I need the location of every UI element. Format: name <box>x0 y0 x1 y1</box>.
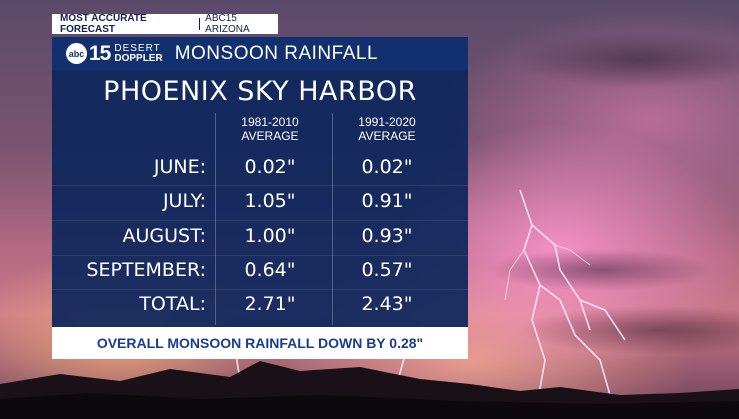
logo-number: 15 <box>89 41 111 65</box>
logo-text: DESERT DOPPLER <box>114 42 163 64</box>
value-1991-2020: 0.02" <box>361 156 413 178</box>
row-label: SEPTEMBER: <box>86 259 206 281</box>
column-divider <box>215 113 216 325</box>
table-row-july: JULY: 1.05" 0.91" <box>52 190 468 220</box>
column-header-line-1: 1991-2020 <box>358 115 416 129</box>
row-separator <box>52 220 468 221</box>
top-banner-tagline: MOST ACCURATE FORECAST <box>60 13 147 35</box>
column-divider <box>332 113 333 325</box>
row-label: TOTAL: <box>139 293 206 315</box>
value-1981-2010: 0.02" <box>244 156 296 178</box>
table-row-august: AUGUST: 1.00" 0.93" <box>52 225 468 255</box>
row-separator <box>52 289 468 290</box>
header-title: MONSOON RAINFALL <box>174 42 379 64</box>
panel-header: abc 15 DESERT DOPPLER MONSOON RAINFALL <box>52 37 468 70</box>
mountain-silhouette <box>0 361 739 419</box>
column-header-1991-2020: 1991-2020 AVERAGE <box>332 115 442 143</box>
column-header-line-2: AVERAGE <box>358 129 416 143</box>
logo-line-2: DOPPLER <box>114 52 163 64</box>
value-1991-2020: 0.91" <box>361 190 413 212</box>
row-label: JULY: <box>162 190 206 212</box>
column-header-1981-2010: 1981-2010 AVERAGE <box>215 115 325 143</box>
value-1981-2010: 0.64" <box>244 259 296 281</box>
logo-line-1: DESERT <box>114 42 161 54</box>
row-separator <box>52 255 468 256</box>
column-header-line-1: 1981-2010 <box>241 115 299 129</box>
value-1981-2010: 1.05" <box>244 190 296 212</box>
row-label: JUNE: <box>153 156 206 178</box>
row-separator <box>52 185 468 186</box>
top-banner-separator <box>199 18 201 30</box>
table-row-june: JUNE: 0.02" 0.02" <box>52 156 468 186</box>
value-1991-2020: 2.43" <box>361 293 413 315</box>
value-1981-2010: 2.71" <box>244 293 296 315</box>
value-1981-2010: 1.00" <box>244 225 296 247</box>
table-row-total: TOTAL: 2.71" 2.43" <box>52 293 468 323</box>
abc-logo-icon: abc <box>66 43 87 64</box>
table-row-september: SEPTEMBER: 0.64" 0.57" <box>52 259 468 289</box>
column-header-line-2: AVERAGE <box>241 129 299 143</box>
value-1991-2020: 0.57" <box>361 259 413 281</box>
summary-footer: OVERALL MONSOON RAINFALL DOWN BY 0.28" <box>52 327 468 359</box>
rainfall-panel: abc 15 DESERT DOPPLER MONSOON RAINFALL P… <box>52 37 468 327</box>
row-label: AUGUST: <box>122 225 206 247</box>
top-banner: MOST ACCURATE FORECAST ABC15 ARIZONA <box>52 13 278 35</box>
abc15-desert-doppler-logo: abc 15 DESERT DOPPLER <box>66 42 163 66</box>
top-banner-station: ABC15 ARIZONA <box>205 13 250 35</box>
panel-title: PHOENIX SKY HARBOR <box>103 76 417 107</box>
value-1991-2020: 0.93" <box>361 225 413 247</box>
